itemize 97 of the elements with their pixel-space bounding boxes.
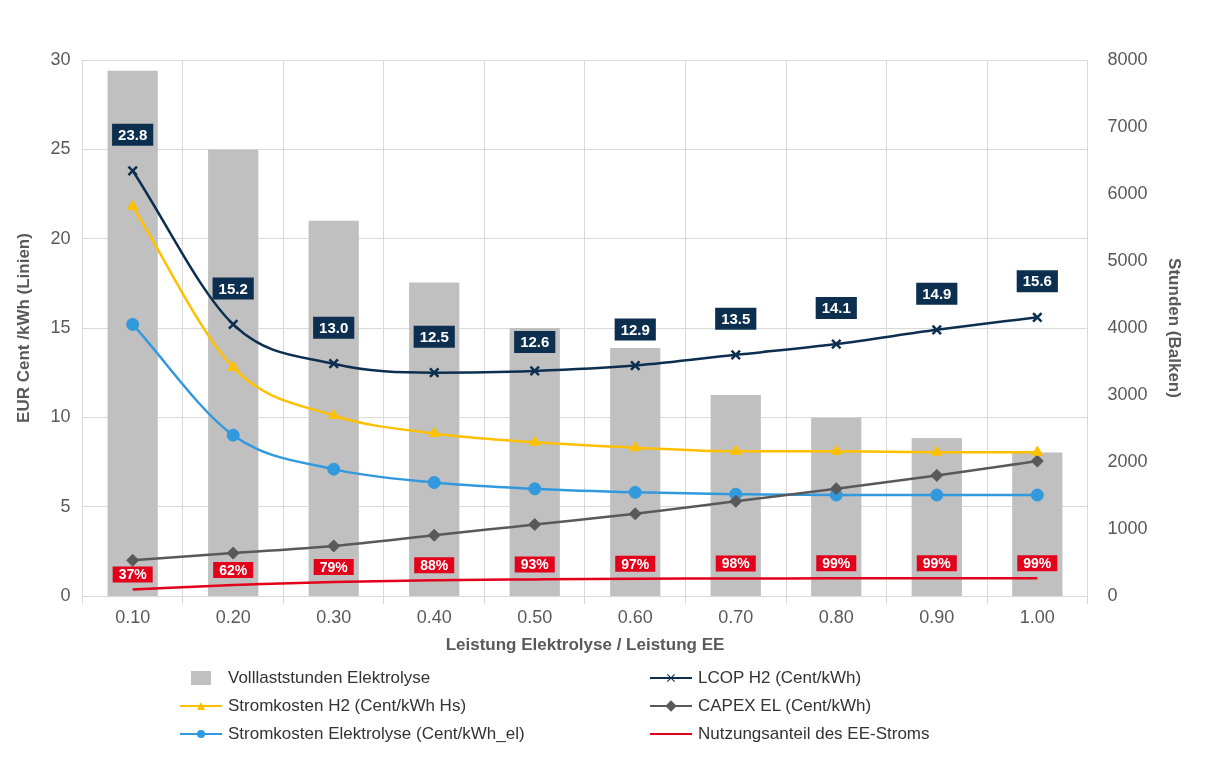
point [528,518,542,532]
point [830,444,842,455]
data-label: 88% [420,557,449,574]
line-series [131,577,1039,591]
data-label: 37% [118,566,148,583]
y2-axis-title: Stunden (Balken) [1165,258,1185,398]
point [628,485,642,499]
point [730,349,742,361]
data-label: 93% [520,556,550,573]
data-label: 15.2 [218,279,248,297]
data-label: 23.8 [118,125,148,143]
data-label: 99% [1023,555,1052,572]
data-label: 99% [822,555,851,572]
y-tick-label: 15 [50,316,71,337]
point [830,338,842,350]
point [628,507,642,521]
y-tick-label: 20 [50,227,71,248]
x-tick-label: 0.30 [316,606,352,627]
x-tick-label: 0.20 [215,606,251,627]
data-label: 12.6 [520,333,550,351]
y2-tick-label: 0 [1107,584,1118,605]
x-tick-label: 0.90 [919,606,955,627]
x-axis-title: Leistung Elektrolyse / Leistung EE [445,635,725,655]
point [427,476,441,490]
point [327,539,341,553]
point [930,488,944,502]
data-label: 15.6 [1022,272,1052,290]
x-tick-label: 0.60 [617,606,653,627]
point [931,445,943,456]
x-tick-label: 0.50 [517,606,553,627]
y-axis-title: EUR Cent /kWh (Linien) [13,233,33,423]
y-tick-label: 25 [50,138,71,159]
point [328,358,340,370]
y2-tick-label: 5000 [1107,249,1148,270]
x-tick-label: 0.80 [818,606,854,627]
data-label: 13.5 [721,309,751,327]
y2-tick-label: 3000 [1107,383,1148,404]
data-label: 14.9 [922,284,952,302]
point [730,444,742,455]
y2-tick-label: 1000 [1107,517,1148,538]
point [227,318,239,330]
data-label: 13.0 [319,318,349,336]
data-label: 12.9 [620,320,650,338]
point [1031,445,1043,456]
data-label: 97% [621,555,650,572]
x-tick-label: 0.70 [718,606,754,627]
y2-tick-label: 8000 [1107,48,1148,69]
y-tick-label: 30 [50,48,71,69]
point [629,360,641,372]
point [226,428,240,442]
y2-tick-label: 2000 [1107,450,1148,471]
point [829,482,843,496]
legend-label: Nutzungsanteil des EE-Stroms [698,724,930,744]
legend-label: Stromkosten Elektrolyse (Cent/kWh_el) [228,724,525,744]
y-tick-label: 5 [60,495,71,516]
point [126,317,140,331]
point [127,165,139,177]
point [529,365,541,377]
point [1031,311,1043,323]
point [226,546,240,560]
point [328,409,340,420]
point [1030,488,1044,502]
x-tick-label: 0.10 [115,606,151,627]
point [427,528,441,542]
point [126,200,139,211]
point [227,360,239,371]
bar [208,149,259,596]
data-label: 14.1 [821,299,851,317]
data-label: 12.5 [419,327,449,345]
legend-label: CAPEX EL (Cent/kWh) [698,696,872,716]
point [327,462,341,476]
legend-label: Stromkosten H2 (Cent/kWh Hs) [228,696,467,716]
point [528,482,542,496]
x-tick-label: 1.00 [1019,606,1055,627]
y2-tick-label: 4000 [1107,316,1148,337]
data-label: 62% [219,561,248,578]
data-label: 99% [922,555,952,572]
point [729,494,743,508]
y2-tick-label: 7000 [1107,115,1148,136]
legend-label: LCOP H2 (Cent/kWh) [698,668,862,688]
x-tick-label: 0.40 [416,606,452,627]
point [930,468,944,482]
point [931,324,943,336]
point [126,553,140,567]
y-tick-label: 10 [50,406,71,427]
point [529,435,541,446]
point [629,441,641,452]
data-label: 79% [319,558,349,575]
legend-label: Volllaststunden Elektrolyse [228,668,431,688]
bar [107,70,158,596]
y-tick-label: 0 [60,584,71,605]
point [428,367,440,379]
bar [610,348,661,596]
point [1030,454,1044,468]
point [428,426,440,437]
data-label: 98% [721,555,751,572]
y2-tick-label: 6000 [1107,182,1148,203]
